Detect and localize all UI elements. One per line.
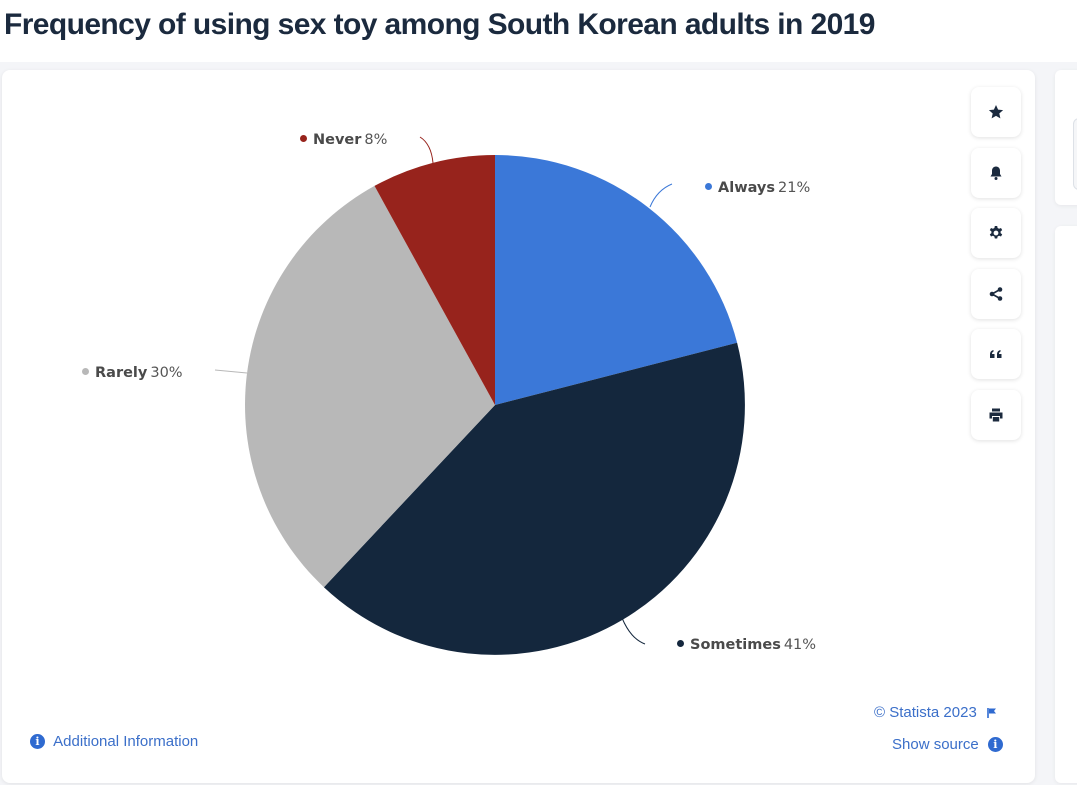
additional-information-link[interactable]: i Additional Information: [30, 733, 198, 750]
slice-always[interactable]: [495, 155, 738, 405]
label-always: Always 21%: [705, 180, 810, 196]
connector-always: [649, 183, 673, 208]
connector-rarely: [214, 369, 248, 374]
quote-icon: [990, 350, 1002, 358]
share-button[interactable]: [971, 268, 1021, 319]
slice-rarely[interactable]: [245, 185, 495, 588]
flag-icon: [987, 708, 996, 719]
info-icon: i: [30, 733, 45, 749]
print-icon: [989, 408, 1003, 421]
label-never: Never 8%: [300, 132, 387, 148]
rarely-dot: [82, 367, 89, 375]
print-button[interactable]: [971, 389, 1021, 440]
side-panel-bottom: [1055, 226, 1077, 783]
chart-toolbar: [971, 87, 1021, 450]
label-rarely: Rarely 30%: [82, 365, 183, 381]
sometimes-dot: [677, 639, 684, 647]
statista-copyright-link[interactable]: © Statista 2023: [874, 704, 998, 721]
bell-icon: [990, 166, 1002, 180]
never-dot: [300, 134, 307, 142]
label-sometimes: Sometimes 41%: [677, 637, 816, 653]
slice-never[interactable]: [374, 154, 496, 405]
always-dot: [705, 182, 712, 190]
gear-icon: [989, 226, 1003, 239]
notification-button[interactable]: [971, 147, 1021, 198]
chart-title: Frequency of using sex toy among South K…: [4, 8, 875, 41]
connector-sometimes: [621, 617, 646, 645]
connector-never: [419, 136, 434, 164]
slice-sometimes[interactable]: [323, 342, 745, 655]
cite-button[interactable]: [971, 329, 1021, 379]
side-panel-top: [1055, 70, 1077, 205]
show-source-link[interactable]: Show source i: [892, 736, 1003, 753]
source-info-icon: i: [987, 736, 1003, 752]
share-icon: [989, 286, 1003, 301]
favorite-button[interactable]: [971, 87, 1021, 137]
title-bar: Frequency of using sex toy among South K…: [0, 0, 1077, 62]
star-icon: [988, 105, 1004, 119]
settings-button[interactable]: [971, 208, 1021, 258]
